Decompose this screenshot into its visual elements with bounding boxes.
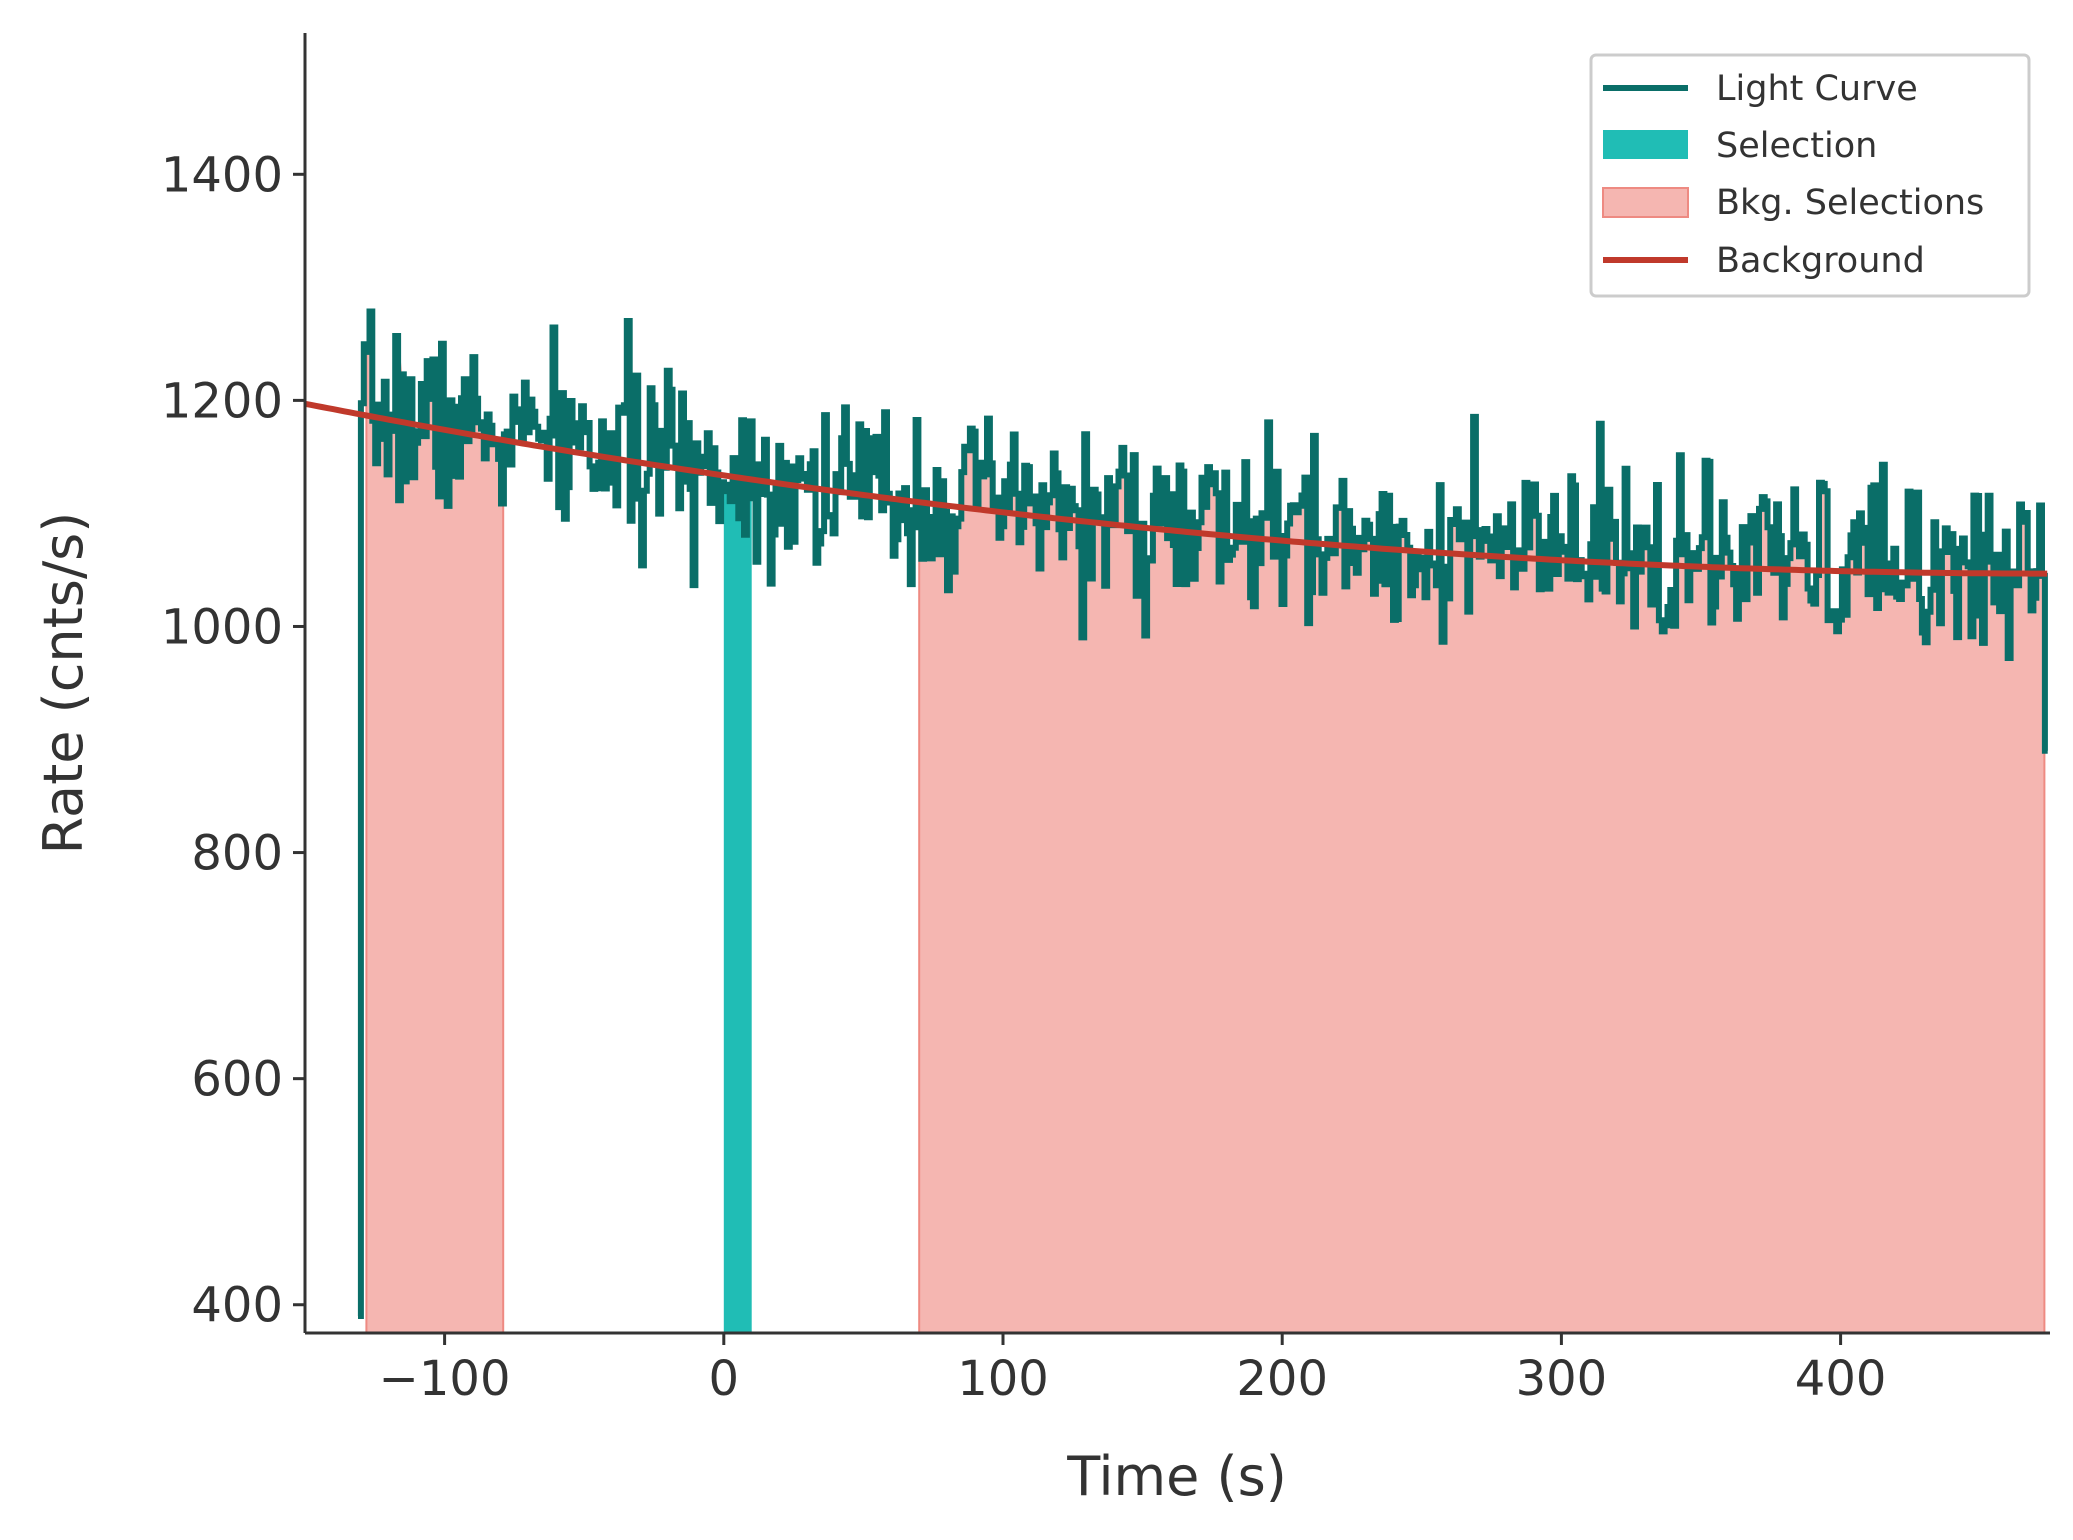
legend-swatch-bkg-selections — [1602, 187, 1689, 218]
source-selection-region — [723, 420, 752, 1333]
x-tick-label: 0 — [709, 1351, 740, 1407]
x-tick-label: 300 — [1516, 1351, 1608, 1407]
legend-label-light-curve: Light Curve — [1716, 69, 1918, 109]
legend-swatch-selection — [1603, 130, 1688, 159]
legend-label-bkg-selections: Bkg. Selections — [1716, 183, 1984, 223]
x-axis-label: Time (s) — [1066, 1445, 1287, 1508]
y-tick-label: 800 — [191, 826, 283, 882]
light-curve-layer — [357, 308, 2048, 1319]
legend: Light Curve Selection Bkg. Selections Ba… — [1589, 53, 2031, 298]
y-tick-label: 600 — [191, 1052, 283, 1108]
x-tick-label: 200 — [1236, 1351, 1328, 1407]
y-tick-label: 1000 — [161, 599, 283, 655]
x-tick-label: 400 — [1795, 1351, 1887, 1407]
x-tick-label: −100 — [379, 1351, 511, 1407]
legend-label-selection: Selection — [1716, 126, 1877, 166]
y-ticks: 400 600 800 1000 1200 1400 — [161, 147, 305, 1334]
x-tick-label: 100 — [957, 1351, 1049, 1407]
y-tick-label: 400 — [191, 1278, 283, 1334]
legend-label-background: Background — [1716, 241, 1925, 281]
background-fit-line — [304, 400, 2048, 577]
y-tick-label: 1400 — [161, 147, 283, 203]
legend-box — [1589, 53, 2031, 298]
y-tick-label: 1200 — [161, 373, 283, 429]
background-fit-layer — [304, 400, 2048, 577]
source-selection-fill — [723, 420, 752, 1333]
y-axis-label: Rate (cnts/s) — [32, 512, 95, 855]
light-curve-line — [357, 308, 2048, 1319]
x-ticks: −100 0 100 200 300 400 — [379, 1333, 1887, 1407]
